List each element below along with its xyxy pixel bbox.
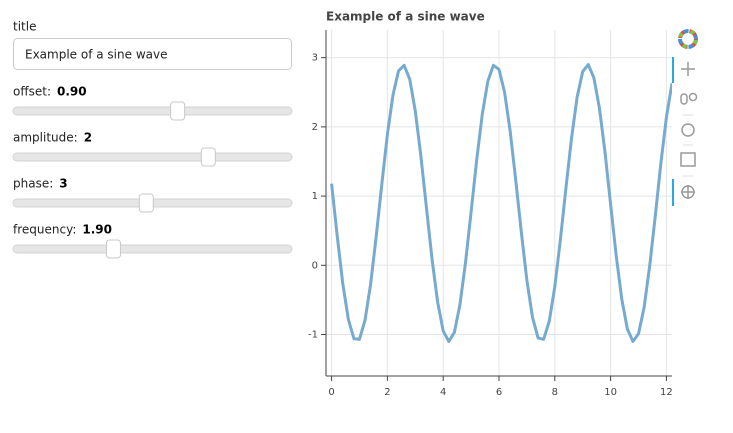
slider-label: offset: (13, 85, 51, 99)
slider-handle[interactable] (200, 147, 216, 167)
y-tick-label: 1 (312, 191, 318, 202)
x-tick-label: 4 (440, 387, 446, 398)
bokeh-logo[interactable] (678, 29, 698, 49)
x-tick-label: 2 (384, 387, 390, 398)
toolbar (672, 29, 698, 206)
slider-value: 2 (84, 131, 92, 145)
zoom-tool[interactable] (680, 92, 698, 105)
slider-value: 1.90 (82, 223, 112, 237)
active-indicator (672, 57, 674, 83)
reset-tool[interactable] (681, 123, 695, 137)
slider-track (12, 152, 293, 162)
x-tick-label: 12 (660, 387, 673, 398)
x-tick-label: 6 (496, 387, 502, 398)
slider-label: amplitude: (13, 131, 78, 145)
text-input[interactable] (13, 38, 292, 70)
slider-handle[interactable] (138, 193, 154, 213)
y-tick-label: -1 (308, 329, 318, 340)
hover-tool[interactable] (681, 185, 695, 199)
slider-value: 0.90 (57, 85, 87, 99)
x-tick-label: 0 (328, 387, 334, 398)
input-value: Example of a sine wave (25, 48, 167, 62)
y-tick-label: 3 (312, 53, 318, 64)
input-label: title (13, 20, 36, 34)
slider-track (12, 106, 293, 116)
y-tick-label: 2 (312, 122, 318, 133)
active-indicator (672, 179, 674, 206)
slider-value: 3 (59, 177, 67, 191)
chart-title: Example of a sine wave (326, 10, 485, 24)
x-tick-label: 10 (604, 387, 617, 398)
pan-tool[interactable] (681, 62, 695, 76)
save-tool[interactable] (680, 152, 696, 167)
slider-track (12, 244, 293, 254)
slider-label: phase: (13, 177, 53, 191)
slider-handle[interactable] (105, 239, 121, 259)
y-tick-label: 0 (312, 260, 318, 271)
slider-label: frequency: (13, 223, 76, 237)
sine-line (330, 63, 672, 343)
x-tick-label: 8 (552, 387, 558, 398)
slider-handle[interactable] (170, 101, 186, 121)
